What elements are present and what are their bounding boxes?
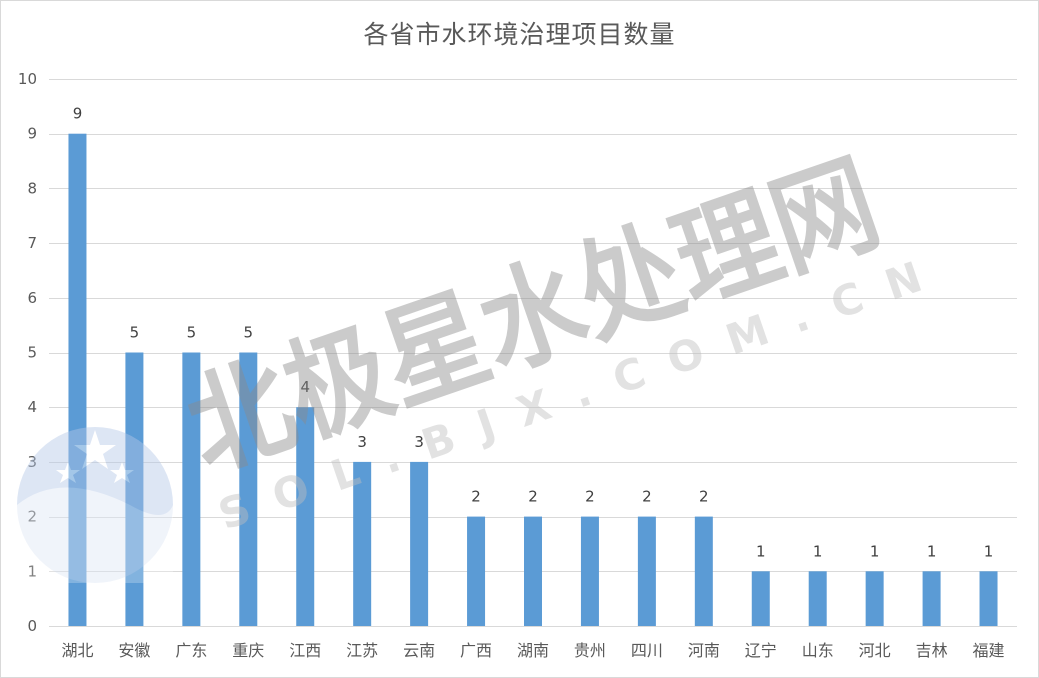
- bar: [637, 516, 656, 626]
- data-label: 1: [984, 542, 994, 560]
- y-tick-label: 9: [27, 125, 37, 143]
- bar: [125, 352, 144, 626]
- y-tick-label: 0: [27, 617, 37, 635]
- data-label: 5: [130, 324, 140, 342]
- bar: [296, 407, 315, 626]
- y-tick-label: 8: [27, 179, 37, 197]
- x-category-label: 河北: [859, 641, 891, 660]
- x-category-label: 贵州: [574, 641, 606, 660]
- x-category-label: 湖北: [61, 641, 93, 660]
- y-tick-label: 7: [27, 234, 37, 252]
- watermark-main-text: 北极星水处理网: [171, 138, 894, 495]
- x-category-label: 广西: [460, 641, 492, 660]
- data-label: 1: [927, 542, 937, 560]
- x-category-label: 安徽: [118, 641, 150, 660]
- data-label: 9: [73, 105, 83, 123]
- data-label: 2: [528, 488, 538, 506]
- bar: [410, 461, 429, 626]
- bar: [694, 516, 713, 626]
- y-tick-label: 3: [27, 453, 37, 471]
- x-category-label: 四川: [631, 641, 663, 660]
- bar: [922, 571, 941, 626]
- x-category-label: 江苏: [346, 641, 378, 660]
- bar: [865, 571, 884, 626]
- data-label: 4: [300, 378, 310, 396]
- bar: [979, 571, 998, 626]
- data-label: 2: [471, 488, 481, 506]
- chart-title: 各省市水环境治理项目数量: [363, 20, 676, 49]
- y-tick-label: 6: [27, 289, 37, 307]
- bar: [580, 516, 599, 626]
- data-label: 3: [414, 433, 424, 451]
- bar: [524, 516, 542, 626]
- x-category-label: 河南: [688, 641, 720, 660]
- x-category-label: 重庆: [232, 641, 264, 660]
- y-tick-label: 1: [27, 562, 37, 580]
- y-tick-label: 10: [18, 70, 37, 88]
- x-category-label: 山东: [802, 641, 834, 660]
- watermark: 北极星水处理网 SOL.BJX.COM.CN: [17, 138, 928, 583]
- x-category-label: 福建: [973, 641, 1005, 660]
- polaris-star-logo-icon: [17, 427, 173, 583]
- data-label: 5: [187, 324, 197, 342]
- bar: [467, 516, 486, 626]
- data-label: 1: [756, 542, 766, 560]
- gridlines: [49, 79, 1017, 627]
- bar: [751, 571, 770, 626]
- data-label: 2: [699, 488, 709, 506]
- bar: [239, 352, 258, 626]
- data-labels: 9 5 5 5 4 3 3 2 2 2 2 2 1 1 1 1 1: [73, 105, 994, 561]
- x-category-label: 广东: [175, 641, 207, 660]
- bar: [68, 133, 87, 626]
- bar: [808, 571, 827, 626]
- data-label: 5: [244, 324, 254, 342]
- x-category-label: 江西: [289, 641, 321, 660]
- x-category-label: 湖南: [517, 641, 549, 660]
- data-label: 2: [585, 488, 595, 506]
- bar: [353, 461, 372, 626]
- y-tick-label: 2: [27, 508, 37, 526]
- data-label: 2: [642, 488, 652, 506]
- y-axis-ticks: 0 1 2 3 4 5 6 7 8 9 10: [18, 70, 37, 635]
- x-category-label: 辽宁: [745, 641, 777, 660]
- bars: [68, 133, 998, 626]
- x-axis-categories: 湖北 安徽 广东 重庆 江西 江苏 云南 广西 湖南 贵州 四川 河南 辽宁 山东 河北 吉林 福建: [61, 641, 1004, 660]
- y-tick-label: 4: [27, 398, 37, 416]
- y-tick-label: 5: [27, 344, 37, 362]
- data-label: 1: [870, 542, 880, 560]
- x-category-label: 吉林: [916, 641, 948, 660]
- x-category-label: 云南: [403, 641, 435, 660]
- bar: [182, 352, 201, 626]
- data-label: 3: [357, 433, 367, 451]
- data-label: 1: [813, 542, 823, 560]
